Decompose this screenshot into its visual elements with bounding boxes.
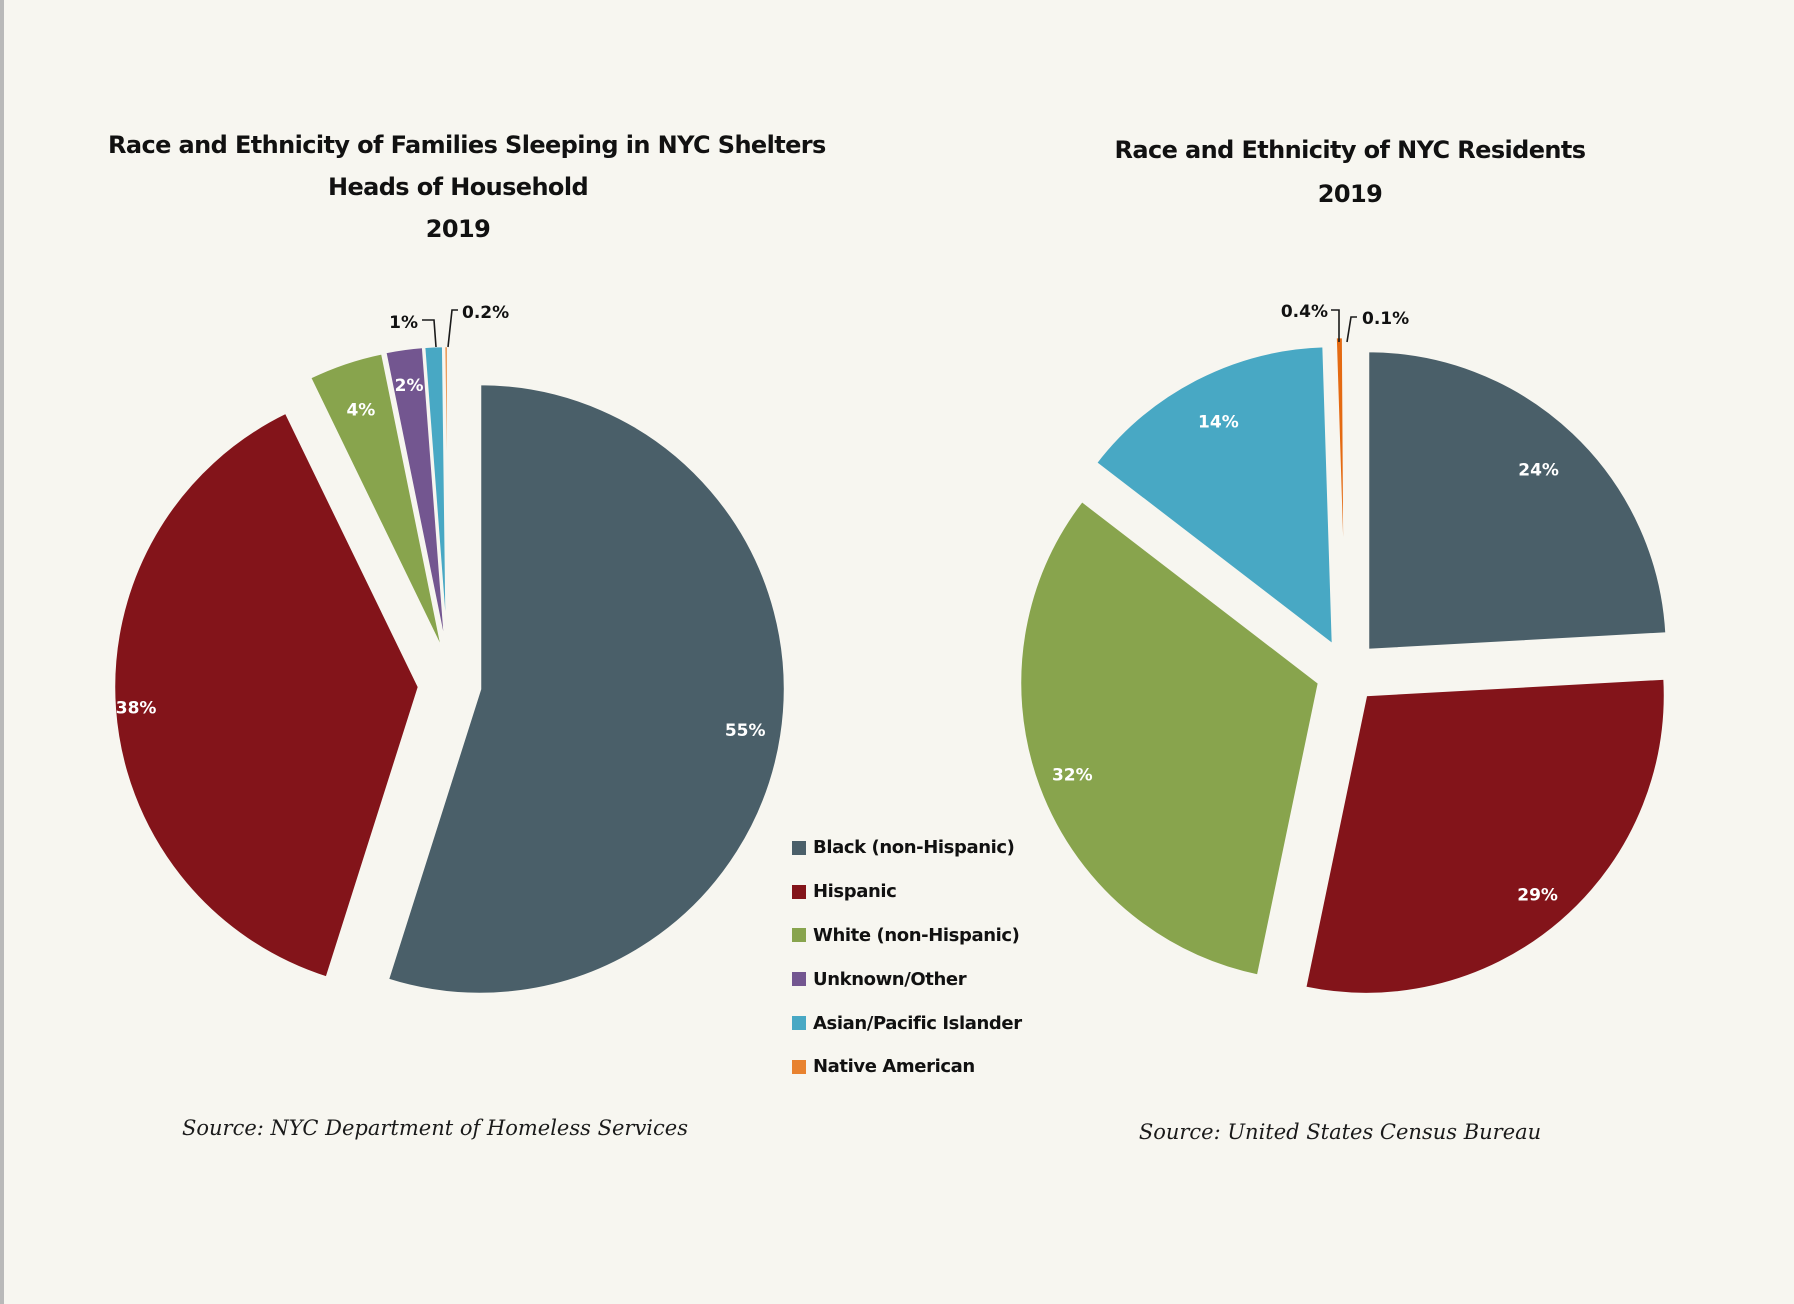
legend-item-white: White (non-Hispanic): [792, 914, 1022, 958]
slice-label-hispanic: 29%: [1517, 886, 1558, 906]
left-chart-title-line: Race and Ethnicity of Families Sleeping …: [108, 131, 826, 159]
callout-label-native-american: 0.4%: [1281, 302, 1328, 322]
slice-label-black-non-hispanic: 55%: [725, 721, 766, 741]
legend-label: Asian/Pacific Islander: [813, 1012, 1022, 1034]
legend-label: White (non-Hispanic): [813, 924, 1020, 946]
legend-label: Native American: [813, 1056, 975, 1078]
right-pie-chart: 24% 29% 32% 14% 0.4% 0.1%: [1018, 302, 1668, 996]
legend: Black (non-Hispanic) Hispanic White (non…: [792, 826, 1022, 1089]
pie-slice-white-non-hispanic: [1018, 499, 1321, 978]
callout-line-asian-pacific-islander: [422, 319, 437, 348]
right-chart-source: Source: United States Census Bureau: [1138, 1120, 1542, 1144]
slice-label-hispanic: 38%: [116, 698, 157, 718]
slice-label-asian-pacific-islander: 14%: [1198, 413, 1239, 433]
left-pie-chart: 55% 38% 4% 2% 1% 0.2%: [112, 303, 787, 996]
legend-item-black: Black (non-Hispanic): [792, 826, 1022, 870]
right-chart-title: Race and Ethnicity of NYC Residents 2019: [1100, 128, 1600, 216]
legend-swatch: [792, 928, 806, 943]
legend-swatch: [792, 884, 806, 899]
legend-swatch: [792, 1016, 806, 1031]
pie-slice-hispanic: [112, 410, 421, 980]
pie-slice-black-non-hispanic: [1366, 349, 1668, 652]
legend-item-native-american: Native American: [792, 1045, 1022, 1089]
slice-label-white-non-hispanic: 32%: [1052, 766, 1093, 786]
pie-slice-white-non-hispanic: [308, 351, 445, 653]
legend-label: Black (non-Hispanic): [813, 837, 1015, 859]
legend-item-asian-pacific-islander: Asian/Pacific Islander: [792, 1001, 1022, 1045]
callout-label-asian-pacific-islander: 1%: [389, 313, 418, 333]
legend-item-unknown-other: Unknown/Other: [792, 957, 1022, 1001]
legend-swatch: [792, 972, 806, 987]
legend-item-hispanic: Hispanic: [792, 870, 1022, 914]
slice-label-black-non-hispanic: 24%: [1518, 461, 1559, 481]
right-chart-title-line: Race and Ethnicity of NYC Residents: [1114, 136, 1587, 164]
pie-slice-hispanic: [1303, 677, 1667, 996]
left-chart-source: Source: NYC Department of Homeless Servi…: [182, 1116, 688, 1140]
left-chart-title: Race and Ethnicity of Families Sleeping …: [108, 124, 826, 250]
legend-label: Hispanic: [813, 881, 897, 903]
callout-line-native-american: [447, 309, 458, 348]
callout-label-native-american: 0.2%: [462, 303, 509, 323]
callout-line-native-american: [1331, 309, 1340, 342]
right-chart-year: 2019: [1317, 180, 1383, 208]
slice-label-white-non-hispanic: 4%: [346, 400, 375, 420]
legend-swatch: [792, 1059, 806, 1074]
callout-label-unknown-other: 0.1%: [1362, 309, 1409, 329]
pie-slice-asian-pacific-islander: [1094, 344, 1335, 648]
callout-line-unknown-other: [1346, 316, 1357, 343]
legend-label: Unknown/Other: [813, 968, 967, 990]
left-edge-strip: [0, 0, 4, 1304]
slice-label-unknown-other: 2%: [395, 376, 424, 396]
pie-slice-black-non-hispanic: [386, 382, 787, 996]
legend-swatch: [792, 840, 806, 855]
left-chart-year: 2019: [425, 215, 491, 243]
left-chart-subtitle: Heads of Household: [327, 173, 589, 201]
pie-slice-native-american: [1334, 335, 1347, 637]
